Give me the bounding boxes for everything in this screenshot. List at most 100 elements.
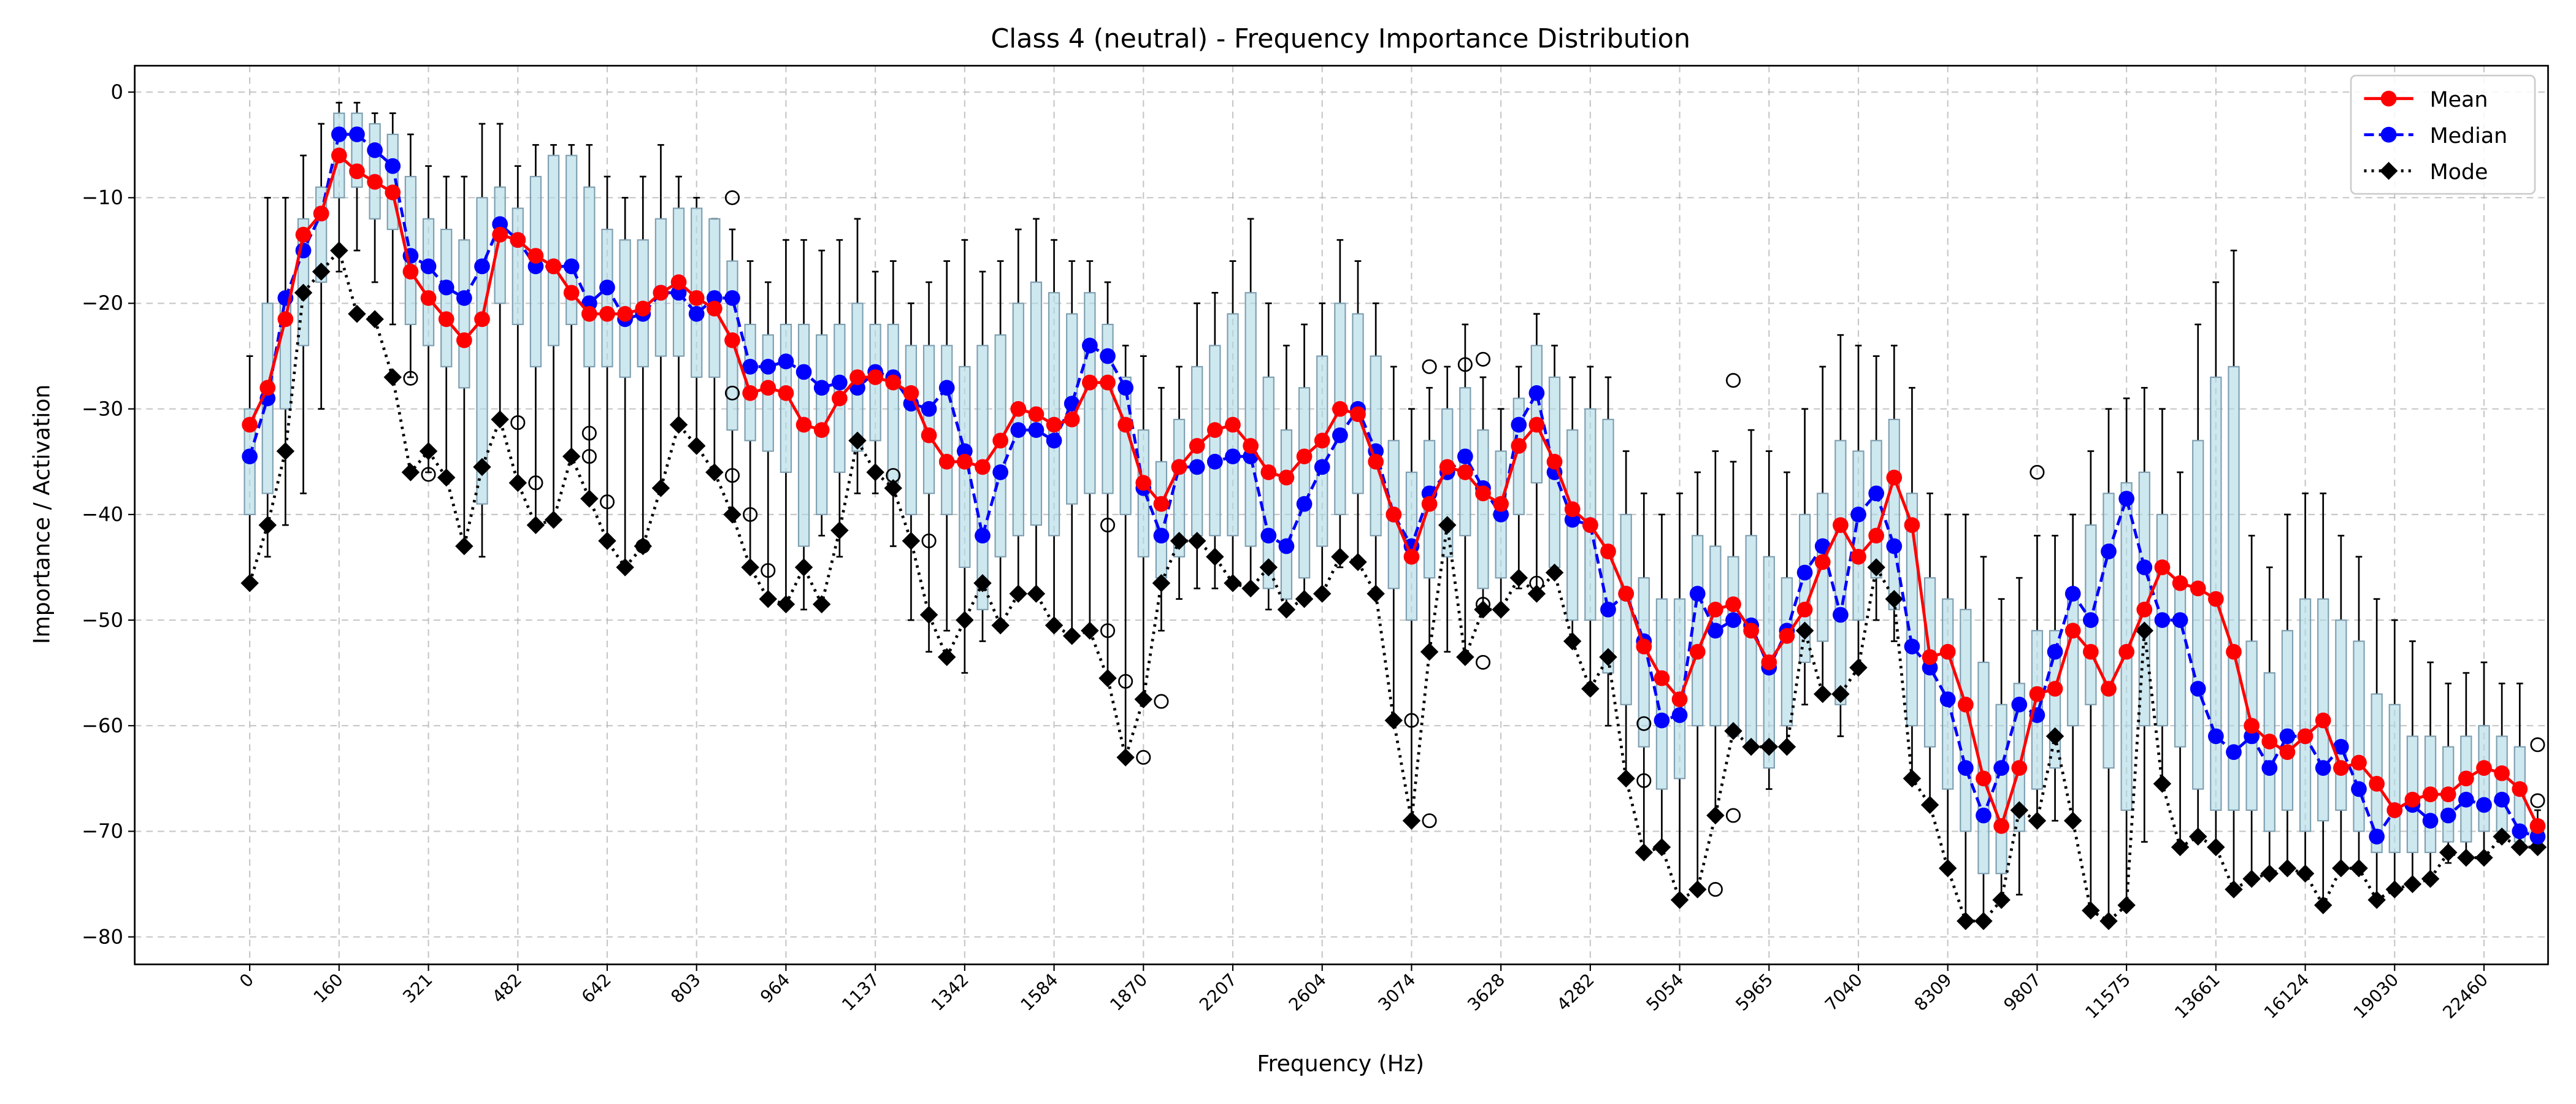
marker xyxy=(687,437,706,455)
marker xyxy=(2350,859,2368,878)
marker xyxy=(1706,806,1725,825)
box xyxy=(2174,577,2187,748)
marker xyxy=(867,369,883,385)
marker xyxy=(1671,707,1688,723)
marker xyxy=(669,415,688,434)
y-tick-label: −60 xyxy=(82,714,123,737)
outlier xyxy=(581,426,597,441)
marker xyxy=(724,290,740,306)
marker xyxy=(903,385,919,401)
marker xyxy=(957,453,973,470)
marker xyxy=(1992,891,2011,910)
marker xyxy=(2315,760,2331,776)
marker xyxy=(2494,765,2510,781)
marker xyxy=(1581,680,1600,698)
marker xyxy=(2333,738,2349,755)
outlier xyxy=(421,467,436,482)
marker xyxy=(2082,901,2100,920)
marker xyxy=(1939,643,1956,660)
marker xyxy=(2225,880,2243,899)
marker xyxy=(2403,875,2422,894)
marker xyxy=(1832,607,1849,623)
marker xyxy=(1028,422,1045,438)
box xyxy=(797,323,810,547)
marker xyxy=(832,390,848,407)
marker xyxy=(240,574,259,592)
marker xyxy=(2226,744,2242,761)
marker xyxy=(2172,575,2188,591)
marker xyxy=(741,558,759,577)
marker xyxy=(813,380,830,396)
marker xyxy=(277,311,294,328)
marker xyxy=(1600,543,1616,559)
marker xyxy=(1814,538,1831,554)
legend: Mean Median Mode xyxy=(2350,74,2536,195)
box xyxy=(1655,598,1668,790)
box xyxy=(1209,345,1221,537)
box xyxy=(440,228,453,367)
marker xyxy=(688,290,705,306)
marker xyxy=(1528,416,1545,433)
box xyxy=(601,228,613,367)
marker xyxy=(1618,586,1634,602)
box xyxy=(1119,376,1132,515)
marker xyxy=(1134,690,1153,708)
marker xyxy=(1903,769,1922,788)
marker xyxy=(330,241,348,260)
marker xyxy=(724,332,740,348)
marker xyxy=(1528,385,1545,401)
marker xyxy=(707,301,723,316)
marker xyxy=(2154,559,2171,575)
y-tick-label: −20 xyxy=(82,291,123,315)
marker xyxy=(2458,770,2474,787)
marker xyxy=(2296,864,2315,883)
marker xyxy=(474,258,490,275)
marker xyxy=(581,305,597,322)
outlier xyxy=(1636,716,1652,731)
marker xyxy=(975,527,991,544)
marker xyxy=(1332,427,1348,443)
marker xyxy=(795,416,812,433)
outlier xyxy=(1725,808,1741,823)
marker xyxy=(294,283,313,302)
marker xyxy=(634,537,653,556)
marker xyxy=(1117,416,1133,433)
marker xyxy=(2135,621,2154,640)
marker xyxy=(1314,459,1330,475)
y-tick-label: −50 xyxy=(82,608,123,632)
box xyxy=(2263,672,2275,832)
box xyxy=(1584,408,1597,621)
marker xyxy=(598,532,616,550)
marker xyxy=(510,232,526,248)
marker xyxy=(742,358,759,375)
marker xyxy=(2510,838,2529,856)
marker xyxy=(1260,527,1277,544)
y-tick-label: −30 xyxy=(82,397,123,420)
marker xyxy=(1243,438,1259,454)
marker xyxy=(1708,623,1723,639)
marker xyxy=(1868,485,1884,502)
marker xyxy=(1563,632,1582,651)
marker xyxy=(653,285,669,301)
marker xyxy=(2101,543,2117,559)
marker xyxy=(1171,459,1187,475)
marker xyxy=(1117,380,1133,396)
marker xyxy=(1100,348,1116,364)
marker xyxy=(1277,600,1296,619)
marker xyxy=(1654,712,1670,729)
outlier xyxy=(1136,749,1151,765)
marker xyxy=(992,464,1008,480)
legend-marker xyxy=(2379,161,2398,180)
marker xyxy=(705,463,724,481)
box xyxy=(458,239,470,389)
marker xyxy=(420,258,437,275)
marker xyxy=(1511,438,1527,454)
marker xyxy=(2226,643,2242,660)
box xyxy=(2228,366,2240,811)
box xyxy=(1030,282,1043,526)
box xyxy=(2335,619,2347,811)
marker xyxy=(527,248,544,264)
box xyxy=(2103,493,2115,769)
marker xyxy=(651,479,670,497)
marker xyxy=(437,468,456,487)
